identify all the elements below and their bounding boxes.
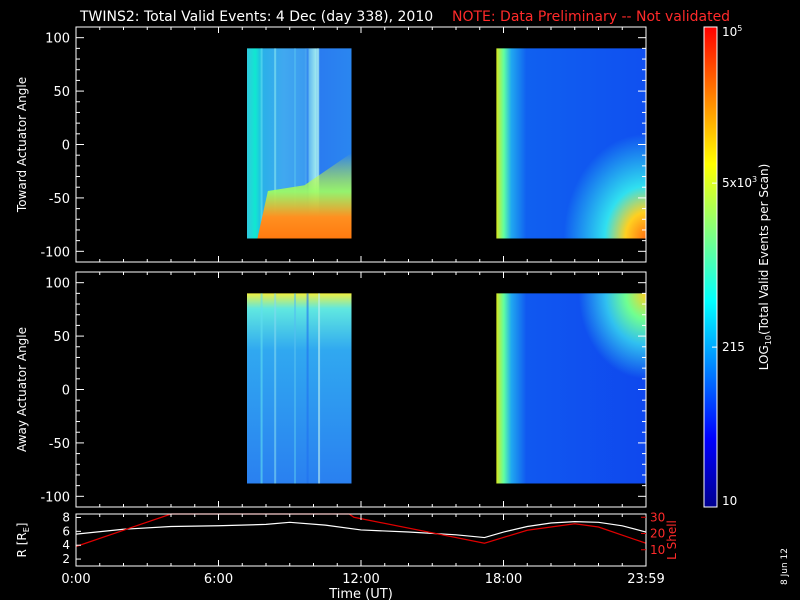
heatmap-stripe <box>294 48 297 239</box>
y-tick-label: -100 <box>40 245 70 260</box>
heatmap-stripe <box>274 48 277 239</box>
preliminary-note: NOTE: Data Preliminary -- Not validated <box>452 9 730 25</box>
x-tick-label: 0:00 <box>61 572 90 587</box>
y-axis-label: Away Actuator Angle <box>15 327 29 452</box>
date-stamp: 8 Jun 12 <box>780 548 790 585</box>
colorbar-tick-label: 215 <box>722 340 745 354</box>
heatmap-hotspot <box>496 293 646 484</box>
colorbar: 105 5x103 215 10 LOG10(Total Valid Events pe… <box>703 24 773 508</box>
y-axis-label: Toward Actuator Angle <box>15 77 29 213</box>
colorbar-scale <box>703 26 718 508</box>
y-tick-label: -100 <box>40 490 70 505</box>
x-tick-label: 23:59 <box>627 572 664 587</box>
y-tick-label: -50 <box>49 437 70 452</box>
heatmap-stripe <box>294 293 297 484</box>
lshell-tick-label: 20 <box>650 527 665 541</box>
y-tick-label: 100 <box>45 32 70 47</box>
r-distance-line <box>75 521 647 539</box>
colorbar-tick-label: 105 <box>722 24 742 39</box>
x-tick-label: 18:00 <box>485 572 522 587</box>
heatmap-hotspot <box>257 152 352 239</box>
y-tick-label: 50 <box>53 330 70 345</box>
heatmap-stripe <box>306 293 309 484</box>
colorbar-tick-label: 5x103 <box>722 175 757 190</box>
r-tick-label: 6 <box>62 524 70 538</box>
heatmap-stripe <box>317 48 320 239</box>
heatmap-block <box>247 293 352 484</box>
heatmap-stripe <box>306 48 309 239</box>
heatmap-hotspot <box>496 48 646 239</box>
heatmap-stripe <box>260 48 263 239</box>
r-axis-label: R [RE] <box>15 523 31 558</box>
chart-title: TWINS2: Total Valid Events: 4 Dec (day 3… <box>79 9 433 25</box>
r-tick-label: 4 <box>62 538 70 552</box>
heatmap-stripe <box>274 293 277 484</box>
y-tick-label: 0 <box>62 139 70 154</box>
lshell-tick-label: 10 <box>650 543 665 557</box>
heatmap-stripe <box>318 293 321 484</box>
orbit-axes <box>75 513 647 567</box>
lshell-tick-label: 30 <box>650 510 665 524</box>
y-tick-label: -50 <box>49 192 70 207</box>
lshell-axis-label: L Shell <box>665 520 679 560</box>
heatmap-stripe <box>260 293 263 484</box>
colorbar-label: LOG10(Total Valid Events per Scan) <box>757 164 773 371</box>
x-axis-label: Time (UT) <box>328 587 393 600</box>
y-tick-label: 50 <box>53 85 70 100</box>
x-tick-label: 6:00 <box>204 572 233 587</box>
x-tick-label: 12:00 <box>342 572 379 587</box>
colorbar-tick-label: 10 <box>722 494 737 508</box>
r-tick-label: 2 <box>62 552 70 566</box>
r-tick-label: 8 <box>62 510 70 524</box>
y-tick-label: 100 <box>45 277 70 292</box>
y-tick-label: 0 <box>62 384 70 399</box>
